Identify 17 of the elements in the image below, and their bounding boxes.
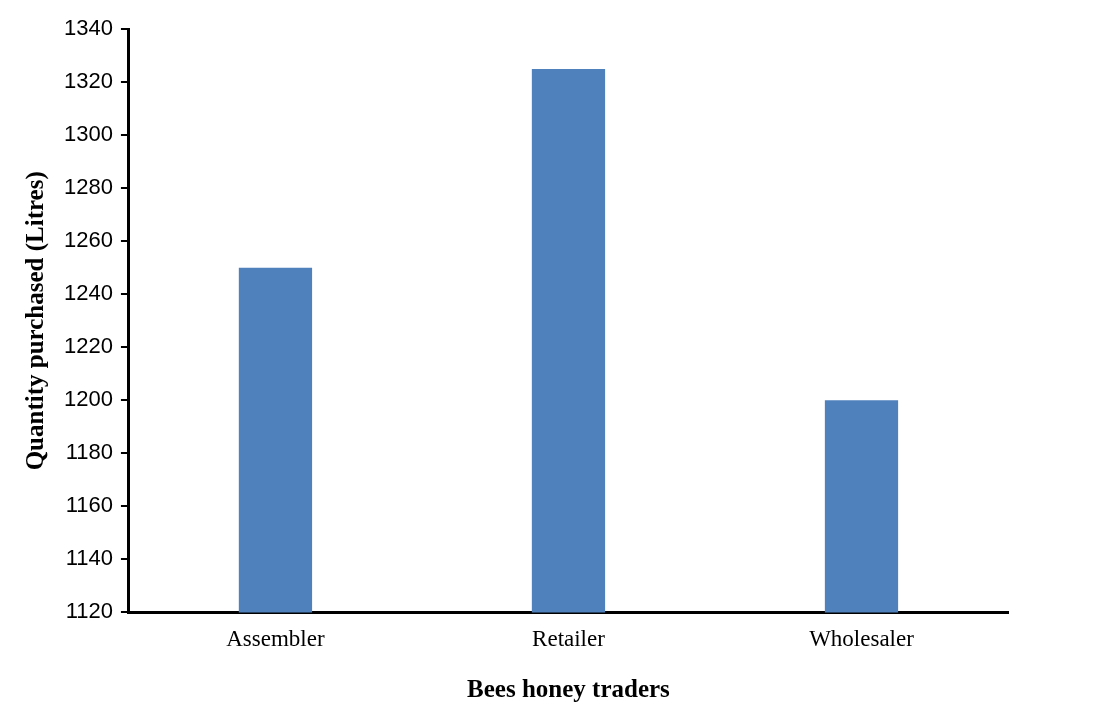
y-tick-label: 1280 bbox=[63, 174, 113, 200]
y-axis-title: Quantity purchased (Litres) bbox=[21, 171, 50, 471]
y-tick-label: 1140 bbox=[65, 545, 113, 571]
y-tick-label: 1120 bbox=[65, 598, 113, 624]
y-tick-label: 1220 bbox=[63, 333, 113, 359]
y-tick-label: 1340 bbox=[63, 15, 113, 41]
x-tick-label: Assembler bbox=[226, 626, 325, 652]
x-axis-title: Bees honey traders bbox=[467, 675, 671, 703]
y-tick-label: 1160 bbox=[65, 492, 113, 518]
y-tick-label: 1200 bbox=[63, 386, 113, 412]
y-tick-label: 1320 bbox=[63, 68, 113, 94]
y-tick-label: 1300 bbox=[63, 121, 113, 147]
y-tick-label: 1260 bbox=[63, 227, 113, 253]
y-tick-label: 1240 bbox=[63, 280, 113, 306]
x-tick-label: Wholesaler bbox=[809, 626, 915, 652]
y-tick-label: 1180 bbox=[65, 439, 113, 465]
x-tick-label: Retailer bbox=[532, 626, 606, 652]
